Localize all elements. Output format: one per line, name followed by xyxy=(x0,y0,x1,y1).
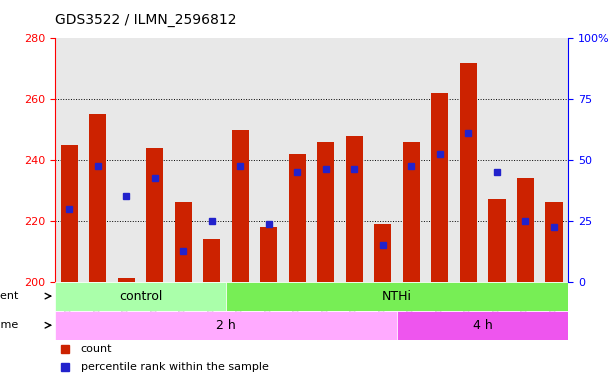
Bar xyxy=(118,278,135,281)
Bar xyxy=(346,136,363,281)
Text: 4 h: 4 h xyxy=(473,319,492,332)
Bar xyxy=(232,129,249,281)
Text: count: count xyxy=(81,344,112,354)
Bar xyxy=(317,142,334,281)
FancyBboxPatch shape xyxy=(55,281,226,311)
Bar xyxy=(146,148,163,281)
FancyBboxPatch shape xyxy=(397,311,568,340)
Bar xyxy=(403,142,420,281)
Bar xyxy=(203,239,221,281)
Bar xyxy=(460,63,477,281)
Bar xyxy=(289,154,306,281)
Text: time: time xyxy=(0,320,19,330)
FancyBboxPatch shape xyxy=(55,311,397,340)
Bar xyxy=(175,202,192,281)
Bar xyxy=(488,199,505,281)
Text: 2 h: 2 h xyxy=(216,319,236,332)
Text: control: control xyxy=(119,290,162,303)
Text: percentile rank within the sample: percentile rank within the sample xyxy=(81,362,268,372)
Text: agent: agent xyxy=(0,291,19,301)
Bar xyxy=(260,227,277,281)
Bar xyxy=(375,224,392,281)
Text: NTHi: NTHi xyxy=(382,290,412,303)
Bar xyxy=(60,145,78,281)
Bar xyxy=(546,202,563,281)
Bar xyxy=(517,178,534,281)
Bar xyxy=(431,93,448,281)
FancyBboxPatch shape xyxy=(226,281,568,311)
Bar xyxy=(89,114,106,281)
Text: GDS3522 / ILMN_2596812: GDS3522 / ILMN_2596812 xyxy=(55,13,236,27)
